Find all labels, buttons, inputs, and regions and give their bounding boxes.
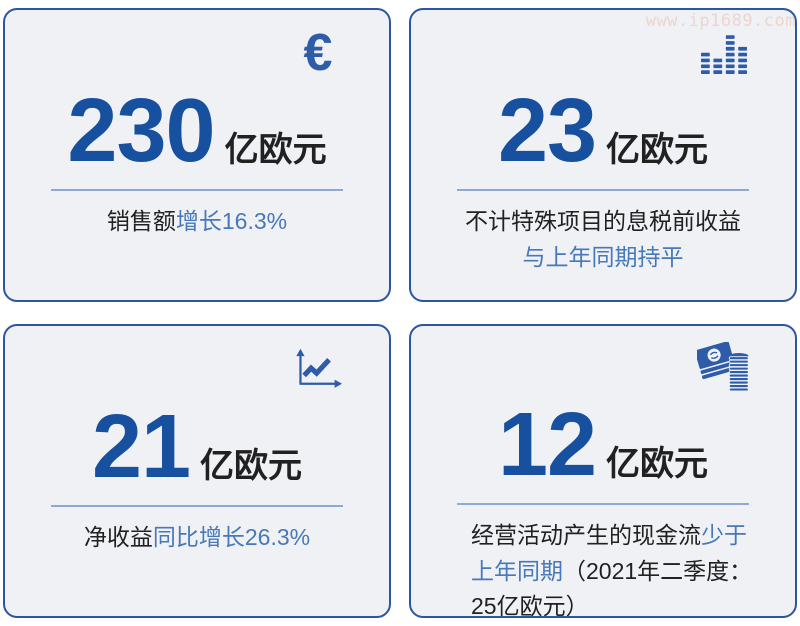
stat-card-net-income: 21 亿欧元 净收益同比增长26.3% (3, 324, 391, 618)
stat-figure: 12 亿欧元 (498, 400, 708, 490)
caption-segment: 不计特殊项目的息税前收益 (465, 208, 741, 234)
caption-segment: 同比增长26.3% (152, 524, 311, 550)
stat-caption: 净收益同比增长26.3% (84, 520, 310, 556)
stat-unit: 亿欧元 (224, 131, 327, 169)
stat-figure: 230 亿欧元 (67, 86, 326, 176)
stat-card-cash-flow: 12 亿欧元 经营活动产生的现金流少于上年同期（2021年二季度： 25亿欧元） (409, 324, 797, 618)
stat-unit: 亿欧元 (606, 445, 709, 483)
caption-segment: 少于 (701, 522, 747, 548)
stat-unit: 亿欧元 (606, 131, 709, 169)
caption-segment: 与上年同期持平 (522, 243, 684, 270)
stat-value: 12 (497, 395, 597, 495)
stat-value: 23 (497, 81, 597, 181)
equalizer-bars-icon (693, 26, 755, 80)
stat-caption: 经营活动产生的现金流少于上年同期（2021年二季度： 25亿欧元） (471, 518, 753, 618)
stat-figure: 23 亿欧元 (498, 86, 708, 176)
caption-segment: （2021年二季度： (563, 557, 753, 584)
caption-segment: 上年同期 (471, 557, 563, 584)
line-chart-icon (287, 342, 349, 396)
stat-card-sales: € 230 亿欧元 销售额增长16.3% (3, 8, 391, 302)
stat-unit: 亿欧元 (200, 447, 303, 485)
caption-segment: 销售额 (106, 208, 176, 234)
euro-icon: € (303, 24, 333, 82)
divider (457, 189, 749, 191)
caption-segment: 净收益 (83, 524, 153, 550)
caption-segment: 增长16.3% (175, 208, 288, 234)
stat-caption: 销售额增长16.3% (107, 204, 287, 240)
cash-coins-icon (693, 342, 755, 394)
stat-value: 21 (91, 397, 191, 497)
divider (457, 503, 749, 505)
stat-value: 230 (67, 81, 215, 181)
divider (51, 189, 343, 191)
stat-figure: 21 亿欧元 (92, 402, 302, 492)
divider (51, 505, 343, 507)
stat-card-ebit: 23 亿欧元 不计特殊项目的息税前收益 与上年同期持平 (409, 8, 797, 302)
caption-segment: 经营活动产生的现金流 (471, 522, 701, 548)
stat-caption: 不计特殊项目的息税前收益 与上年同期持平 (465, 204, 741, 275)
watermark-text: www.ip1689.com (645, 11, 796, 31)
caption-segment: 25亿欧元） (471, 593, 589, 618)
